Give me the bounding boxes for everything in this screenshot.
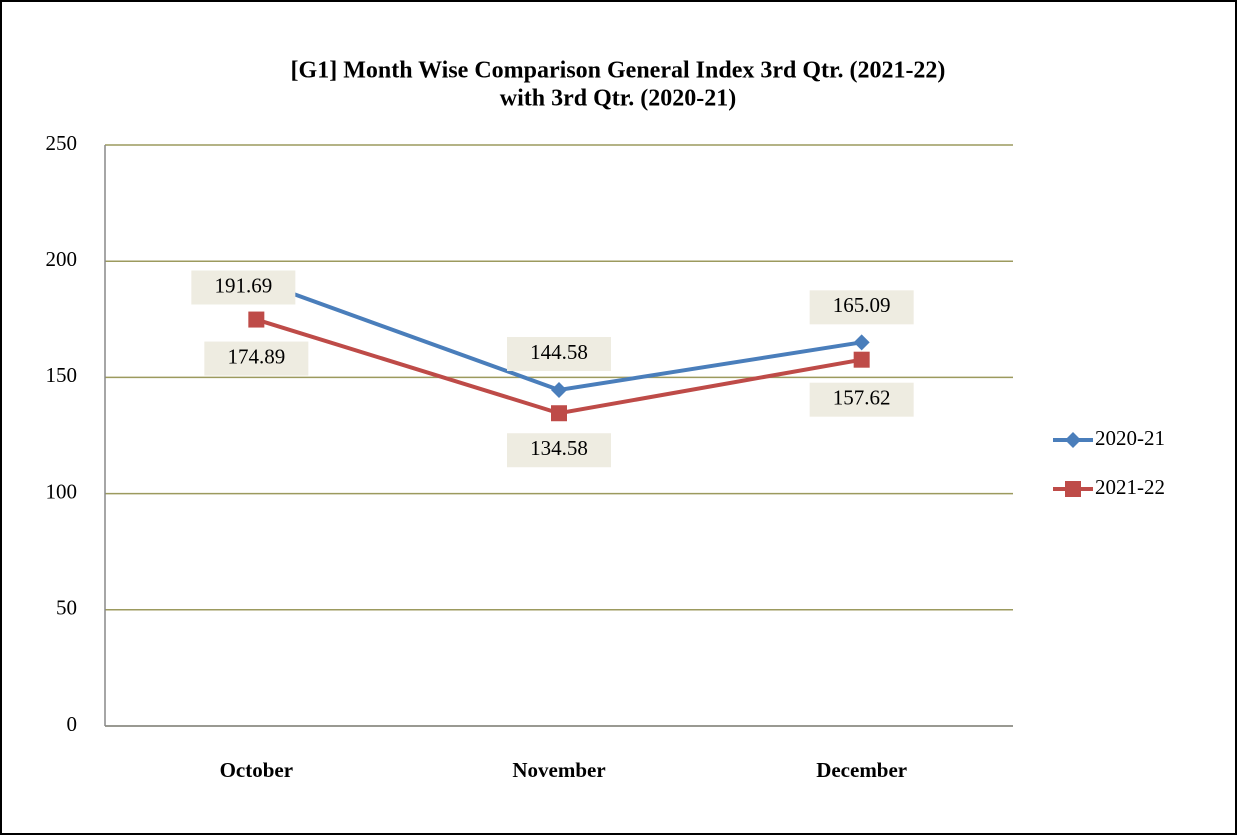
chart-title: [G1] Month Wise Comparison General Index… [291, 58, 946, 84]
data-label-bg [507, 433, 611, 468]
data-label-bg [204, 341, 309, 376]
data-label-bg [507, 336, 611, 371]
chart-title: with 3rd Qtr. (2020-21) [500, 86, 736, 112]
data-point [551, 405, 567, 422]
x-tick-label: October [220, 758, 293, 782]
legend-marker [1065, 481, 1081, 497]
data-label-bg [809, 290, 914, 325]
data-point [853, 334, 870, 351]
y-tick-label: 150 [46, 363, 78, 387]
x-tick-label: December [816, 758, 907, 782]
y-tick-label: 0 [67, 712, 78, 736]
y-tick-label: 100 [46, 479, 78, 503]
y-tick-label: 200 [46, 247, 78, 271]
data-label-bg [191, 270, 296, 305]
x-tick-label: November [512, 758, 605, 782]
data-label: 144.58 [530, 340, 588, 364]
y-tick-label: 50 [56, 596, 77, 620]
data-label: 134.58 [530, 436, 588, 460]
legend-label: 2020-21 [1095, 426, 1165, 450]
legend-marker [1065, 432, 1081, 448]
legend-label: 2021-22 [1095, 475, 1165, 499]
data-label: 165.09 [833, 293, 891, 317]
data-point [551, 381, 567, 398]
data-point [248, 311, 265, 328]
y-tick-label: 250 [46, 131, 78, 155]
data-point [853, 351, 870, 368]
data-label: 174.89 [227, 344, 285, 368]
data-label-bg [809, 382, 914, 417]
data-label: 191.69 [214, 273, 272, 297]
data-label: 157.62 [833, 386, 891, 410]
